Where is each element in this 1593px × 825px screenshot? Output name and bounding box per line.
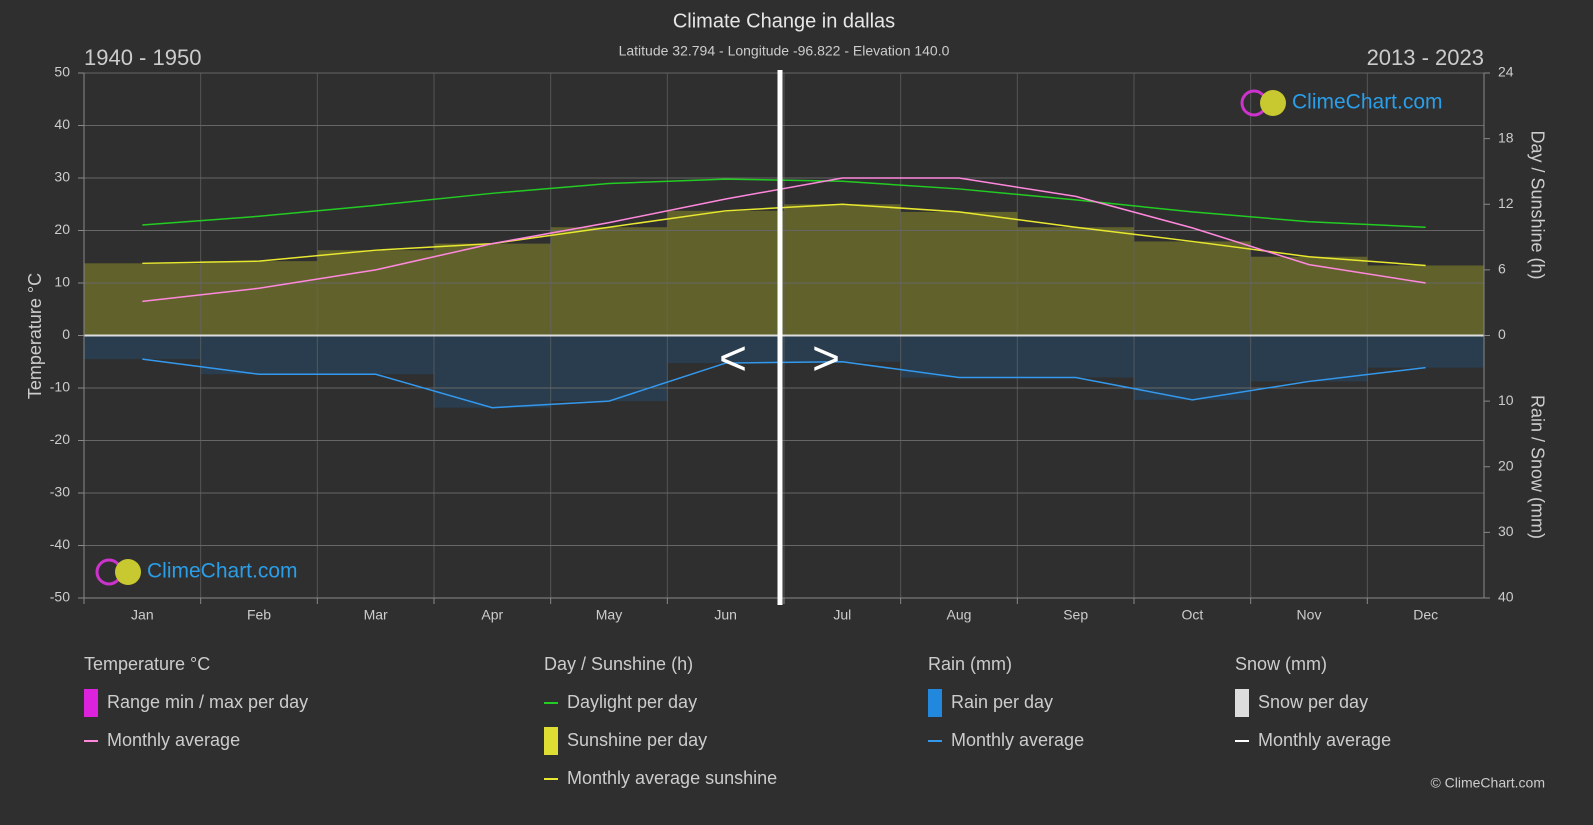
legend-label: Daylight per day — [567, 692, 697, 712]
sunshine-bar — [784, 204, 901, 336]
y-tick-label: 20 — [54, 221, 70, 237]
x-tick-label: Mar — [364, 607, 388, 623]
chart-subtitle: Latitude 32.794 - Longitude -96.822 - El… — [619, 43, 950, 59]
x-tick-label: Jun — [714, 607, 737, 623]
logo-globe — [1260, 90, 1286, 116]
y2-tick-label: 6 — [1498, 261, 1506, 277]
x-tick-label: Jan — [131, 607, 154, 623]
rain-bar — [200, 335, 318, 375]
y3-tick-label: 30 — [1498, 523, 1514, 539]
y-tick-label: -50 — [50, 589, 70, 605]
x-tick-label: Aug — [947, 607, 972, 623]
rain-bar — [784, 335, 901, 362]
sunshine-bar — [1017, 227, 1134, 336]
sunshine-bar — [84, 263, 201, 336]
rain-bar — [1250, 335, 1368, 382]
legend-swatch — [1235, 689, 1249, 717]
legend-label: Rain per day — [951, 692, 1053, 712]
legend-label: Snow per day — [1258, 692, 1368, 712]
watermark: ClimeChart.com — [1292, 91, 1443, 114]
rain-bar — [550, 335, 668, 402]
sunshine-bar — [317, 250, 434, 336]
y-tick-label: 0 — [62, 326, 70, 342]
legend-label: Monthly average — [1258, 730, 1391, 750]
legend-heading: Temperature °C — [84, 654, 210, 674]
sunshine-bar — [434, 243, 551, 336]
x-tick-label: Nov — [1297, 607, 1322, 623]
rain-bar — [1367, 335, 1484, 368]
period-right: 2013 - 2023 — [1367, 45, 1484, 70]
legend-label: Monthly average — [951, 730, 1084, 750]
x-tick-label: Apr — [481, 607, 503, 623]
rain-bar — [84, 335, 201, 360]
rain-bar — [1017, 335, 1134, 378]
y-tick-label: -40 — [50, 536, 70, 552]
legend-label: Monthly average — [107, 730, 240, 750]
rain-bar — [1134, 335, 1251, 400]
x-tick-label: Jul — [833, 607, 851, 623]
watermark: ClimeChart.com — [147, 560, 298, 583]
x-tick-label: May — [596, 607, 622, 623]
legend-swatch — [928, 689, 942, 717]
legend-heading: Rain (mm) — [928, 654, 1012, 674]
sunshine-bar — [1134, 241, 1251, 336]
y-tick-label: 40 — [54, 116, 70, 132]
period-left: 1940 - 1950 — [84, 45, 201, 70]
legend-label: Sunshine per day — [567, 730, 707, 750]
nav-next[interactable]: > — [812, 333, 840, 386]
y3-axis-label: Rain / Snow (mm) — [1527, 395, 1547, 539]
legend-heading: Day / Sunshine (h) — [544, 654, 693, 674]
chart-title: Climate Change in dallas — [673, 10, 895, 32]
sunshine-bar — [1250, 256, 1368, 336]
y2-tick-label: 12 — [1498, 195, 1514, 211]
y3-tick-label: 40 — [1498, 589, 1514, 605]
rain-bar — [317, 335, 434, 375]
series-line — [142, 177, 1426, 303]
y-tick-label: 50 — [54, 64, 70, 80]
legend-swatch — [544, 727, 558, 755]
y2-axis-label: Day / Sunshine (h) — [1527, 130, 1547, 279]
legend-label: Range min / max per day — [107, 692, 308, 712]
y-tick-label: -30 — [50, 484, 70, 500]
rain-bar — [900, 335, 1018, 378]
x-tick-label: Feb — [247, 607, 271, 623]
legend-heading: Snow (mm) — [1235, 654, 1327, 674]
x-tick-label: Sep — [1063, 607, 1088, 623]
legend-swatch — [84, 689, 98, 717]
sunshine-bar — [900, 211, 1018, 336]
sunshine-bar — [200, 261, 318, 336]
nav-prev[interactable]: < — [719, 333, 747, 386]
y-tick-label: 10 — [54, 274, 70, 290]
y2-tick-label: 0 — [1498, 326, 1506, 342]
y2-tick-label: 18 — [1498, 129, 1514, 145]
y2-tick-label: 24 — [1498, 64, 1514, 80]
y-tick-label: -20 — [50, 431, 70, 447]
y-tick-label: 30 — [54, 169, 70, 185]
sunshine-bar — [550, 227, 668, 336]
legend-label: Monthly average sunshine — [567, 768, 777, 788]
copyright: © ClimeChart.com — [1430, 775, 1545, 791]
series-line — [142, 358, 1426, 409]
y-tick-label: -10 — [50, 379, 70, 395]
logo-globe — [115, 559, 141, 585]
rain-bar — [434, 335, 551, 408]
sunshine-bar — [667, 210, 784, 336]
series-line — [142, 178, 1426, 228]
y3-tick-label: 10 — [1498, 392, 1514, 408]
y-axis-label: Temperature °C — [25, 273, 45, 399]
x-tick-label: Oct — [1181, 607, 1203, 623]
series-line — [142, 203, 1426, 267]
y3-tick-label: 20 — [1498, 457, 1514, 473]
rain-bar — [667, 335, 784, 364]
x-tick-label: Dec — [1413, 607, 1438, 623]
